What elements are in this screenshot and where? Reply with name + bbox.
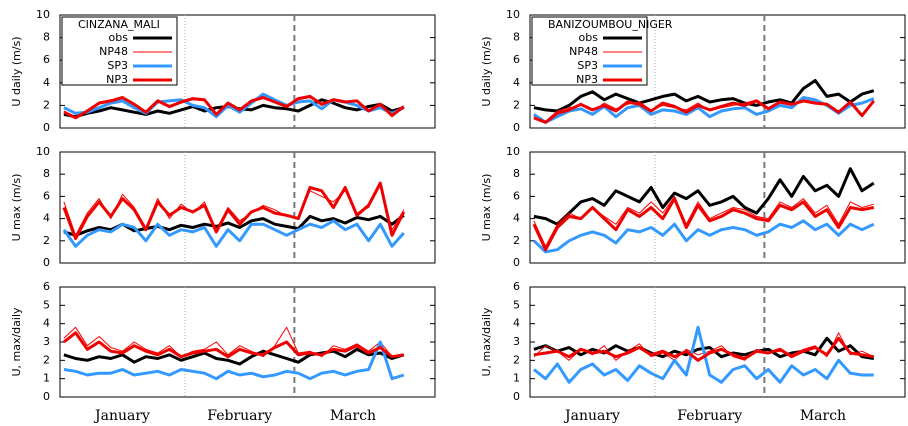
y-tick-label: 8 [513, 31, 520, 44]
series-line [533, 96, 875, 124]
plot-frame [59, 14, 436, 129]
y-axis-title: U daily (m/s) [480, 36, 493, 106]
chart-title: CINZANA_MALI [78, 18, 160, 31]
y-tick-label: 8 [43, 167, 50, 180]
y-tick-label: 5 [513, 298, 520, 311]
series-line [533, 79, 875, 113]
x-tick-label: March [330, 408, 376, 424]
y-tick-label: 2 [43, 353, 50, 366]
y-tick-label: 0 [43, 390, 50, 403]
x-tick-label: March [800, 408, 846, 424]
series-line [533, 336, 875, 362]
series-line [63, 94, 405, 120]
legend-box [531, 16, 648, 86]
y-tick-label: 4 [513, 317, 520, 330]
y-tick-label: 8 [513, 167, 520, 180]
y-tick-label: 5 [43, 298, 50, 311]
plot-frame [59, 151, 436, 264]
series-line [62, 219, 405, 248]
y-axis-title: U daily (m/s) [10, 36, 23, 106]
series-line [62, 331, 405, 359]
y-axis-title: U, max/daily [10, 307, 23, 377]
y-tick-label: 2 [43, 98, 50, 111]
y-tick-label: 1 [43, 372, 50, 385]
series-line [532, 219, 875, 254]
y-tick-label: 2 [513, 353, 520, 366]
series-line [533, 167, 875, 226]
series-line [63, 340, 405, 381]
y-tick-label: 6 [513, 280, 520, 293]
plot-frame [529, 14, 906, 129]
y-tick-label: 4 [43, 317, 50, 330]
legend-box [61, 16, 178, 86]
series-line [62, 181, 406, 241]
y-tick-label: 4 [513, 212, 520, 225]
legend-label: SP3 [577, 59, 598, 72]
y-tick-label: 0 [513, 256, 520, 269]
legend-label: obs [579, 31, 599, 44]
legend-label: NP3 [106, 73, 128, 86]
y-tick-label: 4 [43, 212, 50, 225]
y-tick-label: 10 [36, 145, 50, 158]
legend-label: NP48 [99, 45, 128, 58]
panel: 0 2 4 6 8 10 U daily (m/s) BANIZOUMBOU_NIGERobs… [480, 8, 906, 134]
y-tick-label: 0 [513, 121, 520, 134]
y-tick-label: 2 [513, 98, 520, 111]
y-tick-label: 3 [43, 335, 50, 348]
y-tick-label: 6 [513, 189, 520, 202]
y-tick-label: 10 [506, 8, 520, 21]
panel: 0 2 4 6 8 10 U max (m/s) [480, 145, 906, 269]
chart-title: BANIZOUMBOU_NIGER [548, 18, 673, 31]
panel: 0 1 2 3 4 5 6 January February March U, max/daily [10, 280, 436, 424]
y-tick-label: 4 [513, 76, 520, 89]
y-tick-label: 1 [513, 372, 520, 385]
panel: 0 2 4 6 8 10 U daily (m/s) CINZANA_MALIobsNP48S… [10, 8, 436, 134]
legend-label: NP48 [569, 45, 598, 58]
series-line [63, 326, 404, 358]
y-axis-title: U max (m/s) [480, 174, 493, 242]
y-tick-label: 6 [43, 280, 50, 293]
y-tick-label: 8 [43, 31, 50, 44]
panel: 0 1 2 3 4 5 6 January February March U, max/daily [480, 280, 906, 424]
x-tick-label: January [93, 408, 150, 424]
y-axis-title: U max (m/s) [10, 174, 23, 242]
series-line [533, 99, 875, 124]
legend-label: SP3 [107, 59, 128, 72]
y-tick-label: 2 [513, 234, 520, 247]
legend-label: obs [109, 31, 129, 44]
series-line [532, 197, 875, 252]
y-tick-label: 0 [43, 256, 50, 269]
y-tick-label: 10 [506, 145, 520, 158]
x-tick-label: February [207, 408, 272, 424]
y-tick-label: 2 [43, 234, 50, 247]
y-tick-label: 6 [513, 53, 520, 66]
y-tick-label: 0 [513, 390, 520, 403]
y-tick-label: 6 [43, 53, 50, 66]
panel: 0 2 4 6 8 10 U max (m/s) [10, 145, 436, 269]
series-line [532, 325, 874, 384]
series-line [533, 195, 874, 247]
y-axis-title: U, max/daily [480, 307, 493, 377]
series-line [63, 347, 405, 366]
y-tick-label: 3 [513, 335, 520, 348]
plot-frame [529, 151, 906, 264]
x-tick-label: January [563, 408, 620, 424]
y-tick-label: 10 [36, 8, 50, 21]
legend-label: NP3 [576, 73, 598, 86]
y-tick-label: 4 [43, 76, 50, 89]
y-tick-label: 6 [43, 189, 50, 202]
x-tick-label: February [677, 408, 742, 424]
y-tick-label: 0 [43, 121, 50, 134]
